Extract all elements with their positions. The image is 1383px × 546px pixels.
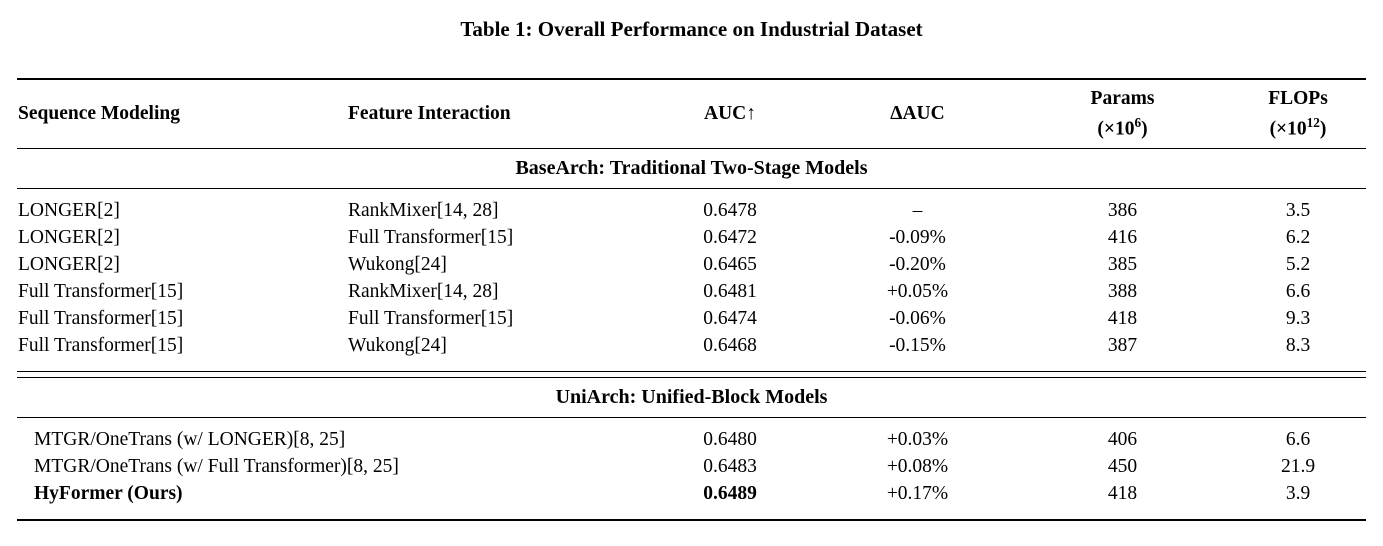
cell-delta-auc: -0.09% (889, 227, 946, 248)
cell-sequence-modeling: LONGER[2] (18, 227, 120, 248)
table-row: Full Transformer[15] Wukong[24] 0.6468 -0.1… (17, 332, 1366, 372)
column-header-delta-auc: ΔAUC (820, 79, 1015, 149)
cell-params: 387 (1107, 335, 1138, 356)
cell-sequence-modeling: Full Transformer[15] (18, 308, 184, 329)
cell-feature-interaction: Wukong[24] (348, 335, 447, 356)
cell-delta-auc: -0.15% (889, 335, 946, 356)
cell-flops: 6.6 (1285, 281, 1311, 302)
column-header-feature-interaction: Feature Interaction (347, 79, 640, 149)
cell-delta-auc: +0.17% (886, 483, 949, 504)
cell-flops: 6.2 (1285, 227, 1311, 248)
performance-table: Sequence Modeling Feature Interaction AU… (17, 78, 1366, 521)
cell-model: MTGR/OneTrans (w/ Full Transformer)[8, 2… (34, 456, 399, 477)
table-row: HyFormer (Ours) 0.6489 +0.17% 418 3.9 (17, 480, 1366, 520)
cell-sequence-modeling: Full Transformer[15] (18, 335, 184, 356)
table-header: Sequence Modeling Feature Interaction AU… (17, 79, 1366, 149)
cell-sequence-modeling: Full Transformer[15] (18, 281, 184, 302)
cell-auc: 0.6480 (703, 429, 757, 450)
cell-auc: 0.6481 (703, 281, 757, 302)
cell-delta-auc: -0.20% (889, 254, 946, 275)
cell-params: 386 (1107, 200, 1138, 221)
cell-auc: 0.6489 (703, 483, 757, 504)
cell-auc: 0.6478 (703, 200, 757, 221)
cell-feature-interaction: Full Transformer[15] (348, 308, 514, 329)
cell-params: 418 (1107, 308, 1138, 329)
column-header-flops: FLOPs (×1012) (1230, 79, 1366, 149)
cell-flops: 3.9 (1285, 483, 1311, 504)
cell-auc: 0.6468 (703, 335, 757, 356)
cell-params: 385 (1107, 254, 1138, 275)
column-header-params: Params (×106) (1015, 79, 1230, 149)
cell-flops: 5.2 (1285, 254, 1311, 275)
table-row: LONGER[2] Full Transformer[15] 0.6472 -0.09… (17, 224, 1366, 251)
table-row: MTGR/OneTrans (w/ Full Transformer)[8, 2… (17, 453, 1366, 480)
cell-params: 388 (1107, 281, 1138, 302)
cell-params: 450 (1107, 456, 1138, 477)
cell-delta-auc: +0.08% (886, 456, 949, 477)
cell-delta-auc: +0.05% (886, 281, 949, 302)
cell-params: 418 (1107, 483, 1138, 504)
column-header-auc: AUC↑ (640, 79, 820, 149)
cell-feature-interaction: RankMixer[14, 28] (348, 281, 499, 302)
cell-model: HyFormer (Ours) (34, 483, 183, 504)
cell-auc: 0.6474 (703, 308, 757, 329)
section-header-row: BaseArch: Traditional Two-Stage Models (17, 148, 1366, 189)
column-header-sequence-modeling: Sequence Modeling (17, 79, 347, 149)
cell-auc: 0.6472 (703, 227, 757, 248)
flops-unit: (×1012) (1269, 114, 1327, 140)
cell-flops: 8.3 (1285, 335, 1311, 356)
params-label: Params (1090, 87, 1155, 109)
cell-sequence-modeling: LONGER[2] (18, 254, 120, 275)
section-divider-double-rule (17, 371, 1366, 378)
section-header: BaseArch: Traditional Two-Stage Models (17, 148, 1366, 189)
table-row: LONGER[2] Wukong[24] 0.6465 -0.20% 385 5.2 (17, 251, 1366, 278)
double-rule (17, 371, 1366, 378)
cell-auc: 0.6483 (703, 456, 757, 477)
table-caption: Table 1: Overall Performance on Industri… (460, 17, 923, 41)
header-row: Sequence Modeling Feature Interaction AU… (17, 79, 1366, 149)
table-row: Full Transformer[15] Full Transformer[15]… (17, 305, 1366, 332)
table-row: LONGER[2] RankMixer[14, 28] 0.6478 – 386 3.5 (17, 189, 1366, 225)
cell-flops: 3.5 (1285, 200, 1311, 221)
cell-model: MTGR/OneTrans (w/ LONGER)[8, 25] (34, 429, 346, 450)
cell-params: 416 (1107, 227, 1138, 248)
params-unit: (×106) (1097, 114, 1148, 140)
section-header-row: UniArch: Unified-Block Models (17, 377, 1366, 418)
cell-delta-auc: – (912, 200, 923, 221)
cell-flops: 21.9 (1280, 456, 1316, 477)
table-row: Full Transformer[15] RankMixer[14, 28] 0.6… (17, 278, 1366, 305)
cell-feature-interaction: RankMixer[14, 28] (348, 200, 499, 221)
cell-auc: 0.6465 (703, 254, 757, 275)
cell-delta-auc: +0.03% (886, 429, 949, 450)
cell-params: 406 (1107, 429, 1138, 450)
cell-flops: 9.3 (1285, 308, 1311, 329)
flops-label: FLOPs (1268, 87, 1328, 109)
cell-feature-interaction: Wukong[24] (348, 254, 447, 275)
cell-sequence-modeling: LONGER[2] (18, 200, 120, 221)
cell-delta-auc: -0.06% (889, 308, 946, 329)
table-row: MTGR/OneTrans (w/ LONGER)[8, 25] 0.6480 +0… (17, 418, 1366, 454)
cell-feature-interaction: Full Transformer[15] (348, 227, 514, 248)
table-body: BaseArch: Traditional Two-Stage Models LO… (17, 148, 1366, 521)
cell-flops: 6.6 (1285, 429, 1311, 450)
section-header: UniArch: Unified-Block Models (17, 377, 1366, 418)
